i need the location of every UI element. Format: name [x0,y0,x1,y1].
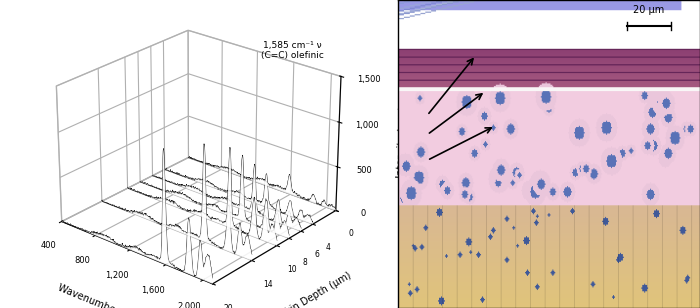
Y-axis label: Skin Depth (μm): Skin Depth (μm) [279,270,354,308]
X-axis label: Wavenumber cm⁻¹: Wavenumber cm⁻¹ [56,282,145,308]
Text: 20 μm: 20 μm [634,6,664,15]
